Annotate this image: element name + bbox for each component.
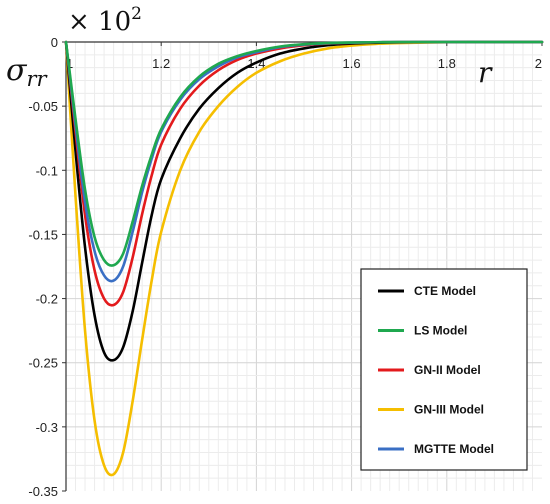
y-tick-label: -0.25: [28, 356, 58, 371]
x-tick-label: 1.8: [438, 56, 456, 71]
series-lines: [64, 40, 544, 477]
series-line-ls-model: [64, 40, 544, 267]
legend-label-gn-ii-model: GN-II Model: [414, 363, 481, 377]
x-tick-label: 2: [535, 56, 542, 71]
legend-label-ls-model: LS Model: [414, 324, 467, 338]
x-tick-labels: 1 1.2 1.4 1.6 1.8 2: [65, 42, 543, 71]
y-axis-label: σrr: [6, 53, 49, 91]
x-tick-label: 1.2: [152, 56, 170, 71]
multiplier-label: × 102: [68, 4, 142, 37]
y-tick-label: -0.05: [28, 99, 58, 114]
y-tick-labels: 0 -0.05 -0.1 -0.15 -0.2 -0.25 -0.3 -0.35: [28, 35, 66, 499]
y-tick-label: -0.35: [28, 484, 58, 499]
legend: CTE Model LS Model GN-II Model GN-III Model…: [360, 268, 528, 471]
y-tick-label: -0.1: [36, 163, 58, 178]
y-tick-label: -0.2: [36, 292, 58, 307]
multiplier-base: × 10: [68, 7, 131, 37]
x-axis-label: r: [478, 56, 493, 89]
multiplier-exponent: 2: [131, 4, 142, 24]
y-tick-label: -0.15: [28, 227, 58, 242]
x-tick-label: 1.6: [343, 56, 361, 71]
y-axis-label-sub: rr: [26, 67, 48, 91]
y-axis-label-base: σ: [6, 53, 28, 88]
legend-label-mgtte-model: MGTTE Model: [414, 442, 494, 456]
legend-label-cte-model: CTE Model: [414, 284, 476, 298]
y-tick-label: 0: [51, 35, 58, 50]
y-tick-label: -0.3: [36, 420, 58, 435]
legend-label-gn-iii-model: GN-III Model: [414, 403, 484, 417]
